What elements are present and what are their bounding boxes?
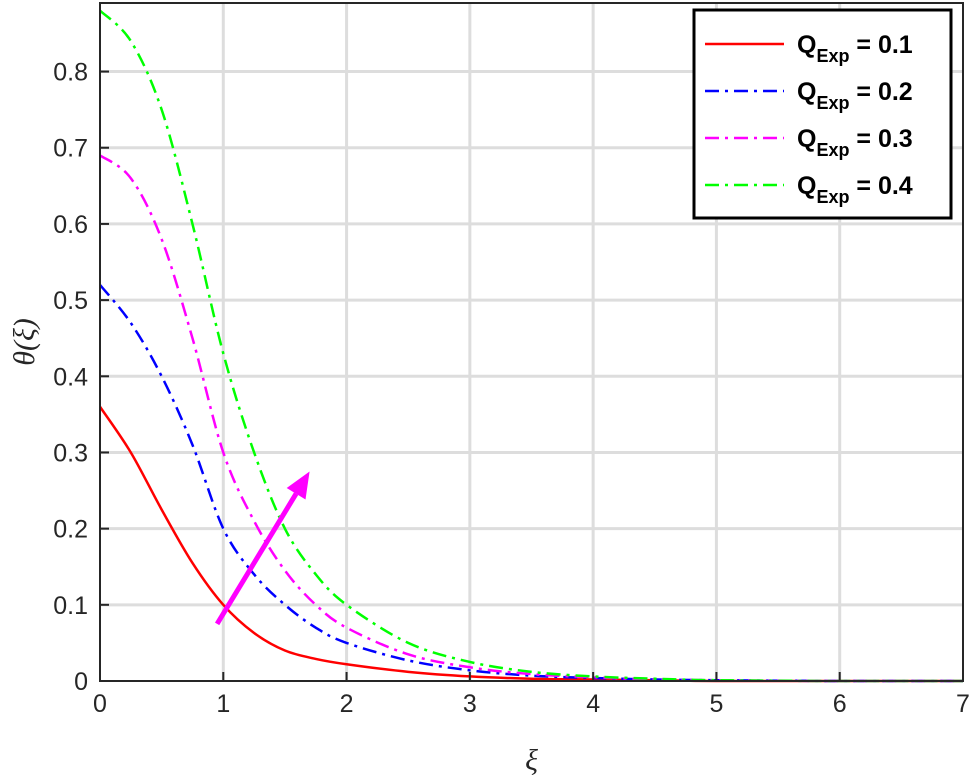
x-tick-label: 4 xyxy=(586,690,600,718)
x-tick-label: 5 xyxy=(709,690,723,718)
x-tick-label: 2 xyxy=(340,690,354,718)
x-axis-title: ξ xyxy=(525,744,538,777)
y-tick-label: 0.6 xyxy=(53,211,88,239)
legend-subscript: Exp xyxy=(816,93,849,113)
legend-label-4: QExp = 0.4 xyxy=(797,172,913,207)
tick-labels: 0 1 2 3 4 5 6 7 0 0.1 0.2 0.3 0.4 0.5 0.6 0.7 0.8 xyxy=(53,59,970,718)
legend-subscript: Exp xyxy=(816,140,849,160)
y-tick-label: 0.5 xyxy=(53,287,88,315)
y-tick-label: 0 xyxy=(74,668,88,696)
x-tick-label: 3 xyxy=(463,690,477,718)
ticks xyxy=(99,70,964,682)
annotation-layer xyxy=(214,471,310,626)
legend-symbol: Q xyxy=(797,31,816,59)
legend-symbol: Q xyxy=(797,78,816,106)
y-tick-label: 0.7 xyxy=(53,135,88,163)
legend-value: = 0.1 xyxy=(849,31,912,59)
legend-value: = 0.4 xyxy=(849,172,912,200)
y-tick-label: 0.3 xyxy=(53,439,88,467)
x-tick-label: 1 xyxy=(216,690,230,718)
trend-arrow-shaft xyxy=(214,492,299,626)
legend-label-2: QExp = 0.2 xyxy=(797,78,913,113)
legend-subscript: Exp xyxy=(816,187,849,207)
x-tick-label: 6 xyxy=(833,690,847,718)
x-tick-label: 7 xyxy=(956,690,970,718)
legend-subscript: Exp xyxy=(816,46,849,66)
y-tick-label: 0.2 xyxy=(53,516,88,544)
axes-box xyxy=(99,2,964,682)
legend-value: = 0.2 xyxy=(849,78,912,106)
legend-value: = 0.3 xyxy=(849,125,912,153)
y-axis-title: θ(ξ) xyxy=(8,318,41,366)
y-tick-label: 0.8 xyxy=(53,59,88,87)
y-tick-label: 0.1 xyxy=(53,592,88,620)
grid xyxy=(100,3,963,681)
legend-symbol: Q xyxy=(797,125,816,153)
legend-symbol: Q xyxy=(797,172,816,200)
x-tick-label: 0 xyxy=(93,690,107,718)
trend-arrow-head xyxy=(286,471,310,500)
legend-label-3: QExp = 0.3 xyxy=(797,125,913,160)
y-tick-label: 0.4 xyxy=(53,363,88,391)
legend-label-1: QExp = 0.1 xyxy=(797,31,913,66)
